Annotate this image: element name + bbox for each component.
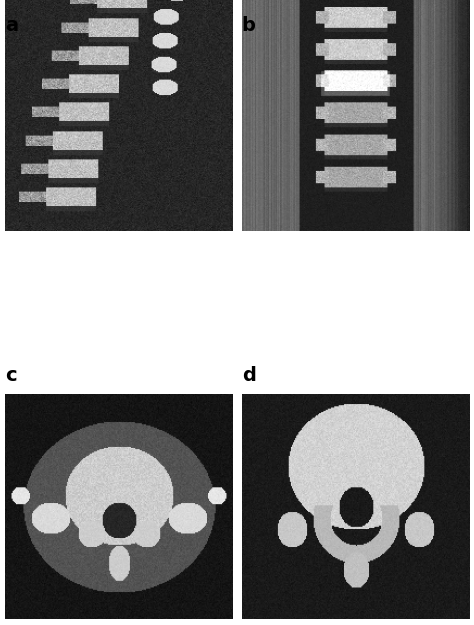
Text: c: c [5, 366, 17, 384]
Text: a: a [5, 16, 18, 34]
Text: d: d [242, 366, 255, 384]
Text: b: b [242, 16, 255, 34]
